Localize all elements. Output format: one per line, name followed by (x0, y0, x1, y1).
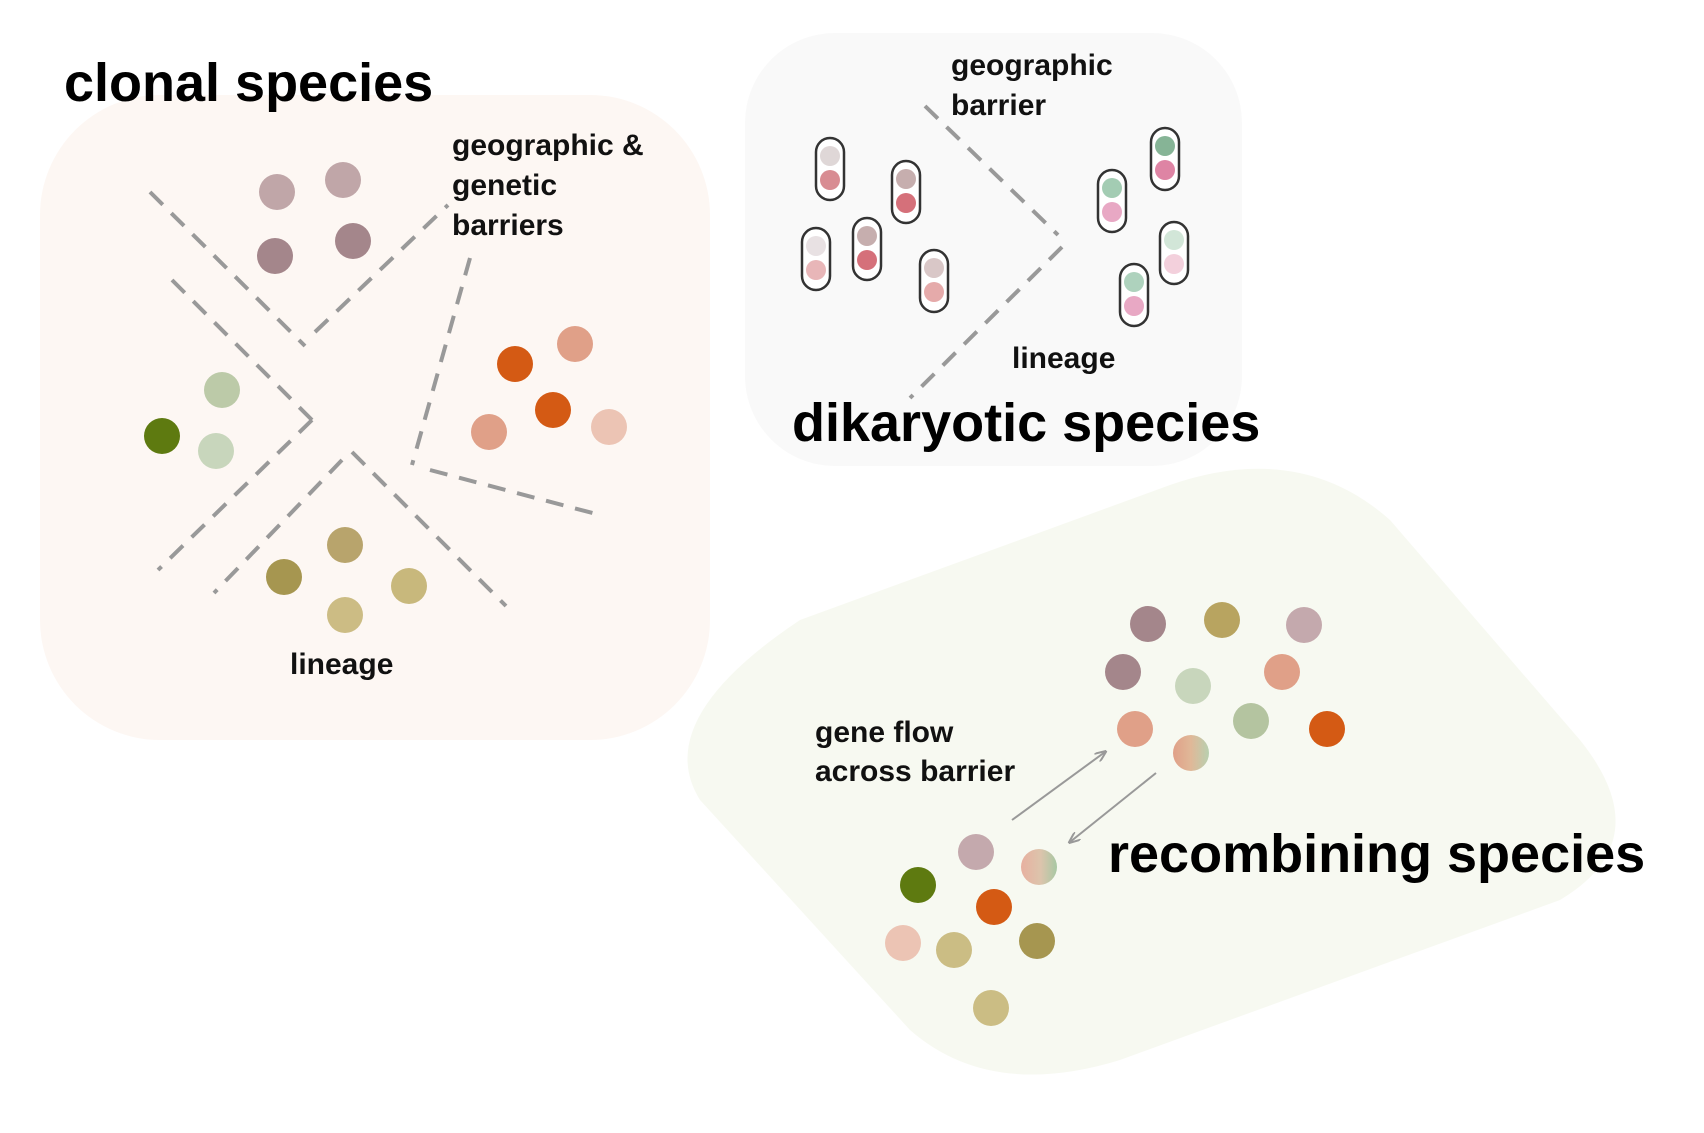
lineage-dot (1286, 607, 1322, 643)
lineage-dot (325, 162, 361, 198)
clonal-panel: clonal species geographic & genetic barr… (40, 53, 710, 740)
dikaryon-cell (1096, 168, 1128, 234)
lineage-dot (885, 925, 921, 961)
lineage-dot (976, 889, 1012, 925)
lineage-dot (266, 559, 302, 595)
lineage-dot (327, 597, 363, 633)
recombining-panel-background (687, 468, 1616, 1075)
dikaryon-cell (1149, 126, 1181, 192)
barrier-line-7 (410, 257, 472, 466)
lineage-dot (1233, 703, 1269, 739)
lineage-dot (958, 834, 994, 870)
gene-flow-label-line1: gene flow (815, 716, 954, 749)
lineage-dot (591, 409, 627, 445)
dikaryotic-barrier-label-line1: geographic (951, 49, 1113, 82)
barrier-line-2 (908, 245, 1064, 400)
gene-flow-arrow-up (1011, 752, 1105, 821)
dikaryotic-panel-background (745, 33, 1242, 466)
lineage-dot (973, 990, 1009, 1026)
lineage-dot (936, 932, 972, 968)
lineage-dot (1264, 654, 1300, 690)
dikaryon-cell (918, 248, 950, 314)
lineage-dot (259, 174, 295, 210)
lineage-dot (257, 238, 293, 274)
clonal-barrier-label-line1: geographic & (452, 129, 644, 162)
gene-flow-label: gene flow across barrier (815, 716, 1015, 788)
hybrid-dot (1173, 735, 1209, 771)
dikaryotic-title: dikaryotic species (792, 393, 1260, 453)
lineage-dot (1175, 668, 1211, 704)
lineage-dot (535, 392, 571, 428)
dikaryotic-lineage-label: lineage (1012, 342, 1115, 375)
lineage-dot (1309, 711, 1345, 747)
dikaryon-cell (814, 136, 846, 202)
lineage-dot (557, 326, 593, 362)
lineage-dot (1019, 923, 1055, 959)
dikaryotic-barrier-label: geographic barrier (951, 49, 1113, 122)
dikaryotic-panel: dikaryotic species geographic barrier li… (745, 33, 1260, 466)
lower-population (885, 834, 1057, 1026)
barrier-line-4 (156, 418, 314, 572)
dikaryon-cell (800, 226, 832, 292)
lineage-dot (198, 433, 234, 469)
lineage-dot (471, 414, 507, 450)
lineage-dot (900, 867, 936, 903)
barrier-line-1 (148, 190, 307, 348)
dikaryotic-barrier-lines (908, 104, 1064, 400)
barrier-line-6 (350, 450, 508, 608)
clonal-barrier-lines (148, 190, 601, 608)
clonal-olive-group (266, 527, 427, 633)
lineage-dot (1130, 606, 1166, 642)
lineage-dot (1204, 602, 1240, 638)
dikaryotic-barrier-label-line2: barrier (951, 89, 1046, 122)
lineage-dot (327, 527, 363, 563)
clonal-lineage-label: lineage (290, 648, 393, 681)
clonal-barrier-label-line2: genetic (452, 169, 557, 202)
clonal-panel-background (40, 95, 710, 740)
clonal-barrier-label: geographic & genetic barriers (452, 129, 644, 242)
dikaryon-cell (1118, 262, 1150, 328)
recombining-title: recombining species (1108, 824, 1645, 884)
barrier-line-2 (313, 203, 450, 334)
clonal-orange-group (471, 326, 627, 450)
lineage-dot (204, 372, 240, 408)
barrier-line-5 (212, 458, 344, 595)
recombining-panel: recombining species gene flow across bar… (687, 468, 1645, 1075)
hybrid-dot (1021, 849, 1057, 885)
lineage-dot (144, 418, 180, 454)
clonal-mauve-group (257, 162, 371, 274)
lineage-dot (1105, 654, 1141, 690)
dikaryon-cell (851, 216, 883, 282)
clonal-title: clonal species (64, 53, 433, 113)
clonal-green-group (144, 372, 240, 469)
dikaryon-cell (890, 159, 922, 225)
dikaryon-cell (1158, 220, 1190, 286)
lineage-dot (1117, 711, 1153, 747)
clonal-barrier-label-line3: barriers (452, 209, 564, 242)
upper-population (1105, 602, 1345, 771)
barrier-line-3 (170, 278, 314, 422)
barrier-line-1 (923, 104, 1060, 237)
lineage-dot (391, 568, 427, 604)
lineage-dot (497, 346, 533, 382)
gene-flow-label-line2: across barrier (815, 755, 1015, 788)
gene-flow-arrow-down (1070, 772, 1157, 842)
lineage-dot (335, 223, 371, 259)
